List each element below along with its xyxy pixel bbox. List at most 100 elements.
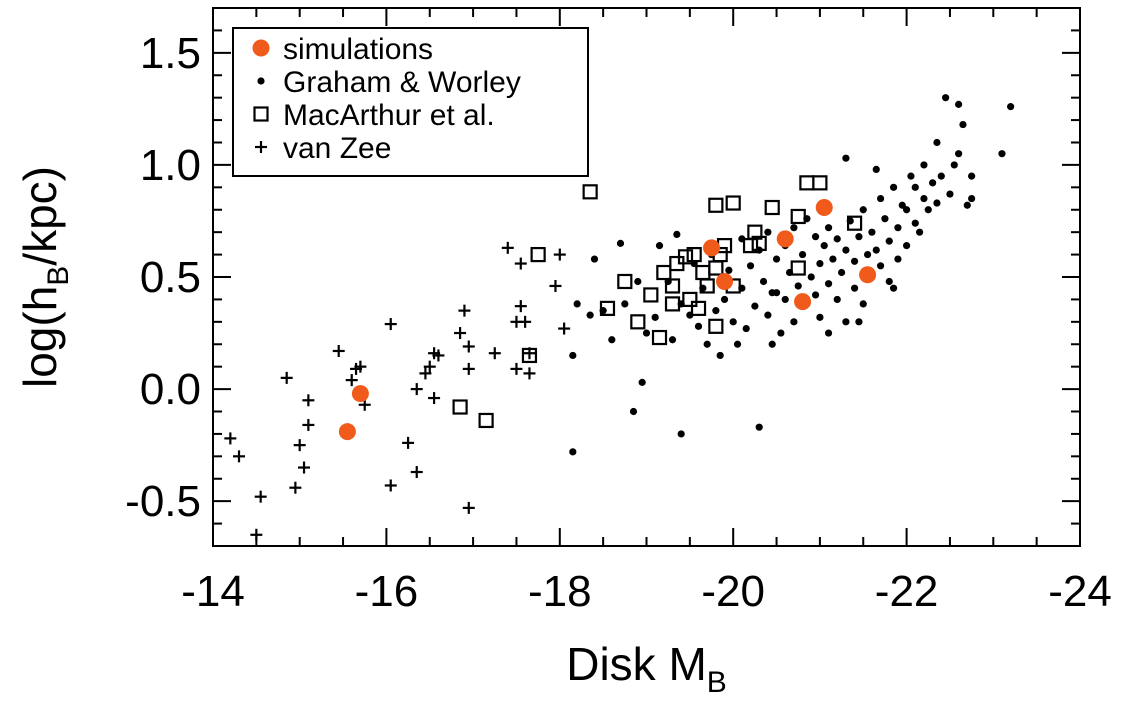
data-point xyxy=(829,255,837,263)
data-point xyxy=(452,399,468,415)
x-tick-label: -16 xyxy=(355,567,419,616)
data-point xyxy=(712,307,720,315)
data-point xyxy=(764,311,772,319)
y-tick-label: 0.5 xyxy=(140,253,201,302)
data-point xyxy=(298,461,311,474)
data-point xyxy=(478,412,494,429)
data-point xyxy=(790,260,806,276)
data-point xyxy=(920,194,928,203)
data-point xyxy=(963,201,971,209)
data-point xyxy=(889,284,898,292)
data-point xyxy=(616,239,625,247)
data-point xyxy=(686,311,694,319)
data-point xyxy=(738,235,746,243)
legend-marker xyxy=(252,39,270,57)
data-point xyxy=(569,448,577,456)
data-point xyxy=(959,120,967,129)
data-point xyxy=(846,217,854,225)
series-graham-worley xyxy=(569,94,1015,456)
y-tick-label: 0.0 xyxy=(140,365,201,414)
data-point xyxy=(668,336,677,344)
x-axis-title-sub: B xyxy=(707,666,727,696)
data-point xyxy=(664,277,672,286)
data-point xyxy=(850,257,859,265)
data-point xyxy=(799,175,815,191)
data-point xyxy=(811,233,820,241)
data-point xyxy=(968,194,976,203)
data-point xyxy=(608,336,616,344)
data-point xyxy=(643,287,659,303)
data-point xyxy=(725,266,733,274)
data-point xyxy=(933,199,941,207)
data-point xyxy=(842,318,850,326)
data-point xyxy=(586,311,594,319)
data-point xyxy=(790,224,798,232)
data-point xyxy=(673,230,681,239)
data-point xyxy=(293,439,306,452)
data-point xyxy=(699,284,707,292)
data-point xyxy=(462,501,475,514)
data-point xyxy=(664,278,681,294)
y-tick-label: 1.0 xyxy=(140,141,201,190)
series-simulations xyxy=(338,199,877,441)
data-point xyxy=(582,184,598,200)
legend-box xyxy=(232,27,589,177)
legend-marker xyxy=(253,106,269,122)
data-point xyxy=(716,238,733,254)
data-point xyxy=(432,349,445,362)
data-point xyxy=(885,237,893,245)
data-point xyxy=(850,284,859,292)
data-point xyxy=(807,273,815,281)
data-point xyxy=(233,450,246,463)
data-point xyxy=(1007,103,1015,111)
data-point xyxy=(859,206,867,214)
data-point xyxy=(553,248,566,261)
x-tick-label: -24 xyxy=(1048,567,1112,616)
data-point xyxy=(521,347,538,364)
data-point xyxy=(677,300,685,308)
y-axis-title-prefix: log(h xyxy=(14,286,66,388)
data-point xyxy=(816,259,824,268)
data-point xyxy=(656,264,672,281)
data-point xyxy=(842,246,850,254)
data-point xyxy=(621,300,629,308)
data-point xyxy=(651,329,668,346)
data-point xyxy=(703,239,721,257)
data-point xyxy=(302,394,315,407)
data-point xyxy=(573,300,581,308)
data-point xyxy=(462,362,475,375)
data-point xyxy=(772,255,781,263)
data-point xyxy=(872,246,880,254)
data-point xyxy=(790,208,806,225)
data-point xyxy=(881,215,889,223)
data-point xyxy=(872,165,880,173)
data-point xyxy=(354,360,367,373)
data-point xyxy=(859,266,877,284)
data-point xyxy=(703,340,711,348)
data-point xyxy=(694,322,703,330)
data-point xyxy=(824,329,833,337)
y-tick-label: 1.5 xyxy=(140,29,201,78)
data-point xyxy=(250,528,263,541)
data-point xyxy=(833,235,841,243)
data-point xyxy=(776,230,794,248)
data-point xyxy=(384,318,397,331)
data-point xyxy=(677,430,685,438)
data-point xyxy=(859,300,867,308)
data-point xyxy=(690,300,707,316)
data-point xyxy=(811,291,820,299)
data-point xyxy=(768,289,776,297)
data-point xyxy=(599,307,607,315)
data-point xyxy=(720,295,729,304)
data-point xyxy=(903,242,911,250)
data-point xyxy=(224,432,237,445)
data-point xyxy=(402,436,415,449)
data-point xyxy=(903,206,911,214)
data-point xyxy=(501,241,514,254)
data-point xyxy=(655,242,664,250)
data-point xyxy=(824,224,833,232)
data-point xyxy=(462,340,475,353)
x-axis-title-main: Disk M xyxy=(566,638,707,690)
data-point xyxy=(629,407,638,416)
data-point xyxy=(759,277,768,286)
